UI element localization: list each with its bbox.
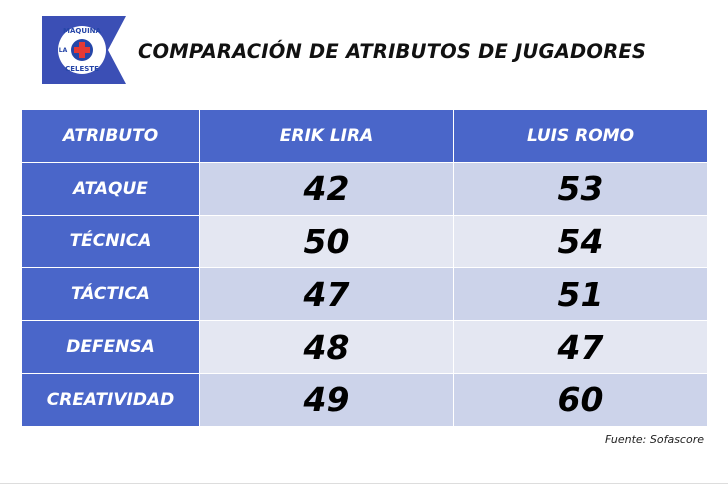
value-cell: 42	[200, 162, 454, 216]
logo-text: LA	[59, 47, 68, 54]
header-row: ATRIBUTO ERIK LIRA LUIS ROMO	[22, 110, 708, 163]
logo-text: MÁQUINA	[63, 26, 101, 35]
table-row: CREATIVIDAD 49 60	[22, 373, 708, 427]
column-header: ATRIBUTO	[22, 110, 200, 163]
logo-cross	[74, 47, 90, 53]
logo-text: CELESTE	[65, 65, 99, 73]
divider	[0, 483, 728, 484]
value-cell: 50	[200, 215, 454, 269]
attribute-cell: CREATIVIDAD	[22, 373, 200, 427]
title: COMPARACIÓN DE ATRIBUTOS DE JUGADORES	[138, 40, 647, 63]
table-row: TÁCTICA 47 51	[22, 268, 708, 322]
value-cell: 53	[454, 162, 708, 216]
value-cell: 47	[200, 268, 454, 322]
value-cell: 54	[454, 215, 708, 269]
attribute-cell: TÉCNICA	[22, 215, 200, 269]
value-cell: 51	[454, 268, 708, 322]
value-cell: 49	[200, 373, 454, 427]
table-row: DEFENSA 48 47	[22, 321, 708, 374]
attribute-cell: DEFENSA	[22, 321, 200, 374]
table: ATRIBUTO ERIK LIRA LUIS ROMO ATAQUE 42 53 TÉCN…	[22, 110, 708, 427]
column-header: ERIK LIRA	[200, 110, 454, 163]
source: Fuente: Sofascore	[605, 433, 704, 446]
attribute-cell: ATAQUE	[22, 162, 200, 216]
value-cell: 48	[200, 321, 454, 374]
logo: MÁQUINA LA CELESTE	[42, 16, 126, 84]
value-cell: 60	[454, 373, 708, 427]
attribute-cell: TÁCTICA	[22, 268, 200, 322]
table-row: ATAQUE 42 53	[22, 162, 708, 216]
table-row: TÉCNICA 50 54	[22, 215, 708, 269]
value-cell: 47	[454, 321, 708, 374]
column-header: LUIS ROMO	[454, 110, 708, 163]
